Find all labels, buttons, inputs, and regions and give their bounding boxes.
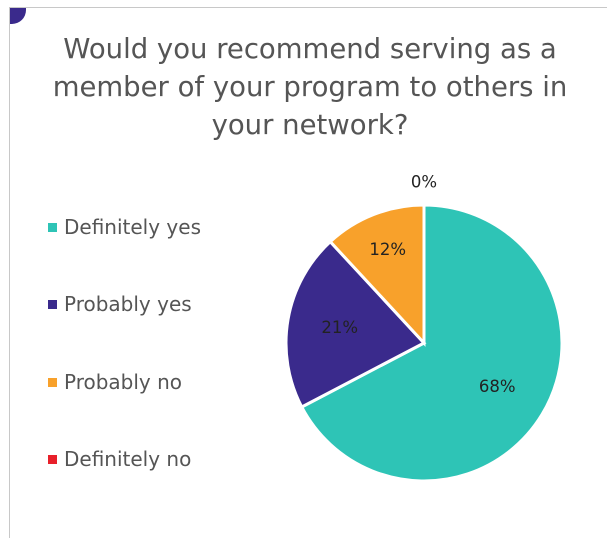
legend-swatch [48, 377, 57, 387]
legend-item-definitely-yes: Definitely yes [48, 212, 201, 242]
legend-label: Definitely yes [64, 215, 201, 239]
legend-item-probably-no: Probably no [48, 367, 182, 397]
legend-swatch [48, 222, 57, 232]
pie-slice-probably-no [328, 203, 426, 347]
legend-label: Probably yes [64, 292, 192, 316]
legend-swatch [48, 454, 57, 464]
legend-item-probably-yes: Probably yes [48, 289, 192, 319]
data-label-definitely-no: 0% [411, 173, 437, 192]
data-label-probably-no: 12% [369, 240, 406, 259]
legend-item-definitely-no: Definitely no [48, 444, 191, 474]
pie-slice-probably-yes [284, 239, 427, 410]
data-label-definitely-yes: 68% [479, 377, 516, 396]
chart-frame [9, 7, 607, 538]
legend-label: Definitely no [64, 447, 192, 471]
pie-slice-definitely-yes [299, 203, 564, 483]
legend-swatch [48, 299, 57, 309]
data-label-probably-yes: 21% [321, 318, 358, 337]
legend-label: Probably no [64, 370, 183, 394]
chart-title: Would you recommend serving as a member … [52, 33, 568, 141]
